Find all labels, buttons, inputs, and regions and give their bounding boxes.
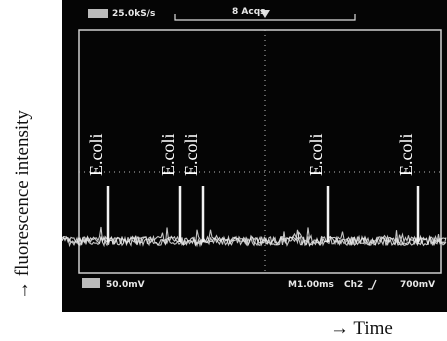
channel-scale: 50.0mV [106, 280, 145, 290]
trigger-channel: Ch2 [344, 280, 363, 290]
y-axis-label: → fluorescence intensity [12, 110, 33, 300]
event-label: E.coli [181, 134, 201, 177]
x-axis-label: → Time [330, 318, 393, 339]
status-badge [88, 9, 108, 18]
trigger-level: 700mV [400, 280, 435, 290]
event-label: E.coli [86, 134, 106, 177]
acquisitions: 8 Acqs [232, 7, 266, 17]
event-label: E.coli [306, 134, 326, 177]
event-label: E.coli [396, 134, 416, 177]
event-label: E.coli [158, 134, 178, 177]
channel-badge [82, 278, 100, 288]
sample-rate: 25.0kS/s [112, 9, 155, 19]
timebase: M1.00ms [288, 280, 334, 290]
figure: 25.0kS/s 8 Acqs 50.0mV M1.00ms Ch2 700mV… [0, 0, 447, 341]
scope-screen [62, 0, 447, 312]
